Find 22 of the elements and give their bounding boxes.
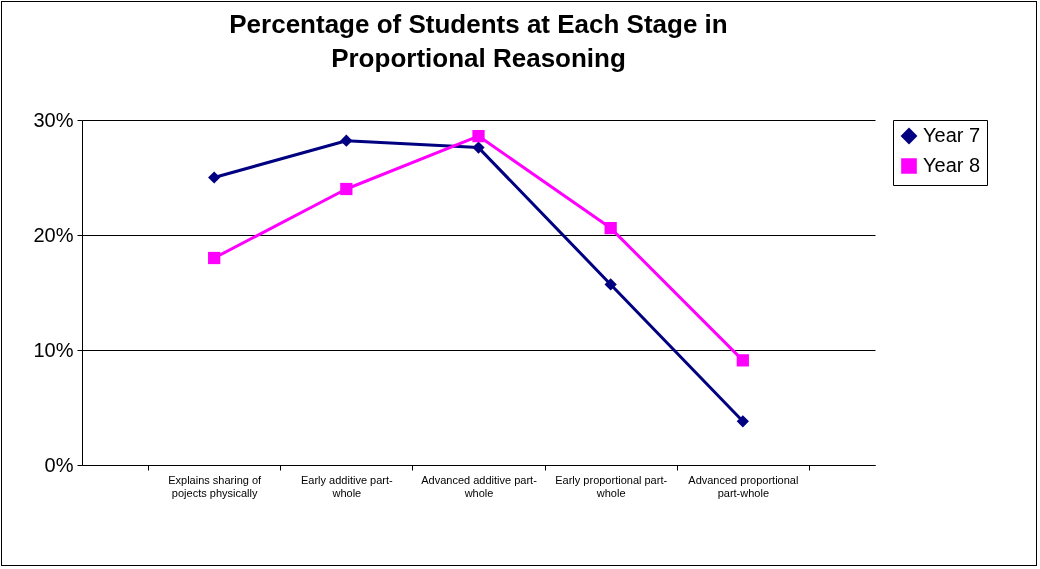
y-tick-label: 10% [33,338,74,361]
x-tick-label: Advanced additive part-whole [421,473,538,499]
point [208,171,221,184]
x-tick-label: Explains sharing of pojects physically [168,473,263,499]
y-tick-label: 30% [33,108,74,131]
point [340,182,353,196]
point [604,221,617,235]
y-tick-label: 0% [44,453,74,476]
point [472,129,485,143]
x-tick-label: Early proportional part-whole [555,473,668,499]
point [340,134,353,147]
chart-title: Percentage of Students at Each Stage in Proportional Reasoning [229,9,728,73]
x-tick-label: Advanced proportional part-whole [688,473,799,499]
x-tick-label: Early additive part-whole [300,473,394,499]
point [604,278,617,291]
legend-label: Year 8 [923,154,981,176]
point [736,354,749,367]
point [736,415,749,428]
y-tick-label: 20% [33,223,74,246]
point [208,251,221,265]
point [472,141,485,154]
legend-label: Year 7 [923,124,981,146]
